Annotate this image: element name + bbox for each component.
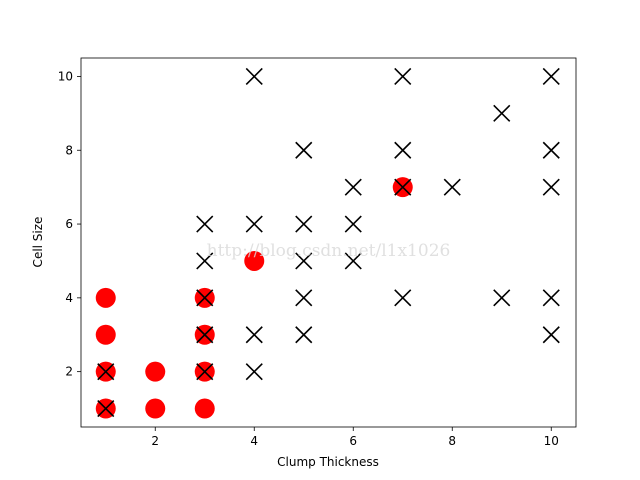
point	[295, 252, 313, 270]
point	[394, 289, 412, 307]
point	[97, 363, 115, 381]
y-tick-label: 6	[65, 217, 73, 231]
point	[196, 363, 214, 381]
point	[245, 67, 263, 86]
point	[542, 289, 560, 307]
y-tick-label: 4	[65, 291, 73, 305]
x-tick-label: 4	[250, 434, 258, 448]
point	[196, 252, 214, 270]
point	[344, 252, 362, 270]
point	[145, 361, 166, 382]
point	[97, 399, 115, 418]
y-tick-label: 10	[58, 69, 73, 83]
point	[95, 324, 116, 345]
point	[542, 178, 560, 196]
point	[196, 215, 214, 233]
point	[245, 326, 263, 344]
y-tick-label: 2	[65, 365, 73, 379]
point	[245, 363, 263, 381]
x-axis-label: Clump Thickness	[277, 455, 379, 469]
point	[196, 326, 214, 344]
point	[493, 289, 511, 307]
point	[295, 326, 313, 344]
point	[394, 141, 412, 159]
x-tick-label: 8	[448, 434, 456, 448]
y-tick-label: 8	[65, 143, 73, 157]
point	[344, 215, 362, 233]
plot-area	[81, 58, 576, 427]
x-tick-label: 6	[349, 434, 357, 448]
point	[95, 287, 116, 308]
x-tick-label: 2	[151, 434, 159, 448]
point	[542, 141, 560, 159]
point	[244, 250, 265, 271]
point	[245, 215, 263, 233]
point	[542, 326, 560, 344]
point	[194, 398, 215, 419]
point	[493, 104, 511, 122]
point	[394, 67, 412, 86]
point	[542, 67, 560, 86]
watermark: http://blog.csdn.net/l1x1026	[207, 241, 451, 261]
axes-frame	[80, 57, 577, 428]
point	[394, 178, 412, 196]
point	[145, 398, 166, 419]
point	[295, 215, 313, 233]
point	[295, 289, 313, 307]
y-axis-label: Cell Size	[31, 217, 45, 268]
point	[344, 178, 362, 196]
point	[196, 289, 214, 307]
point	[295, 141, 313, 159]
x-tick-label: 10	[544, 434, 559, 448]
point	[443, 178, 461, 196]
